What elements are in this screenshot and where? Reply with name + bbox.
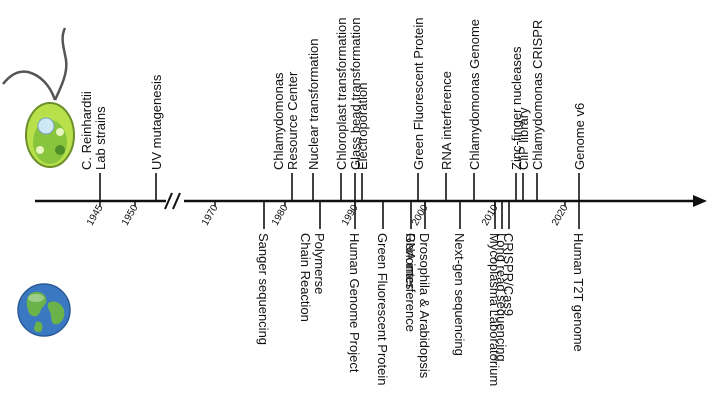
global-event-label: Human T2T genome (571, 233, 586, 352)
chlamydomonas-event-label: Green Fluorescent Protein (411, 18, 426, 170)
timeline-axis: 1945 1950 1970 1980 1990 2000 2010 2020 (35, 192, 707, 228)
chlamydomonas-event-label: UV mutagenesis (149, 74, 164, 170)
global-event-label: Green Fluorescent Protein (375, 233, 390, 385)
chlamydomonas-events: C. Reinhardtii Lab strains UV mutagenesis C… (79, 18, 587, 201)
year-tick-label: 1945 (85, 203, 106, 228)
chlamydomonas-event-label: C. Reinhardtii (79, 91, 94, 170)
axis-arrow-icon (693, 195, 707, 207)
chlamydomonas-event-label: Glass bead transformation (348, 18, 363, 170)
axis-break-mark (164, 192, 173, 210)
chlamydomonas-event-label: Chlamydomonas (271, 72, 286, 170)
year-tick-label: 1970 (200, 203, 221, 228)
global-event-label: Genomes (403, 233, 418, 290)
year-tick-label: 1980 (270, 203, 291, 228)
chlamydomonas-event-label: CliP library (516, 107, 531, 170)
global-event-label: Next-gen sequencing (452, 233, 467, 356)
chlamydomonas-cell-icon (2, 27, 75, 168)
earth-globe-icon (17, 283, 71, 337)
year-tick-label: 2020 (550, 203, 571, 228)
chlamydomonas-event-label: Genome v6 (572, 103, 587, 170)
chlamydomonas-event-label: Nuclear transformation (306, 39, 321, 171)
global-event-label: Chain Reaction (298, 233, 313, 322)
chlamydomonas-event-label: Lab strains (93, 106, 108, 170)
year-tick-label: 1950 (120, 203, 141, 228)
chlamydomonas-event-label: Chlamydomonas Genome (467, 19, 482, 170)
axis-break-mark (172, 192, 181, 210)
chlamydomonas-event-label: Chloroplast transformation (334, 18, 349, 170)
global-event-label: RNA interference (403, 233, 418, 332)
chlamydomonas-event-label: Chlamydomonas CRISPR (530, 20, 545, 170)
global-event-label: Mycoplasma Laboratorium (487, 233, 502, 386)
global-event-label: Human Genome Project (347, 233, 362, 373)
year-tick-label: 2000 (410, 203, 431, 228)
global-event-label: Drosophila & Arabidopsis (417, 233, 432, 379)
chlamydomonas-event-label: Resource Center (285, 71, 300, 170)
year-tick-label: 2010 (480, 203, 501, 228)
year-tick-label: 1990 (340, 203, 361, 228)
chlamydomonas-event-label: RNA interference (439, 71, 454, 170)
global-event-label: Polymerse (312, 233, 327, 294)
chlamydomonas-event-label: Zinc-finger nucleases (509, 46, 524, 170)
chlamydomonas-event-label: Electroporation (355, 83, 370, 170)
global-event-label: Sanger sequencing (256, 233, 271, 345)
global-event-label: Long read sequencing (494, 233, 509, 362)
global-event-label: CRISPR/Cas9 (501, 233, 516, 316)
